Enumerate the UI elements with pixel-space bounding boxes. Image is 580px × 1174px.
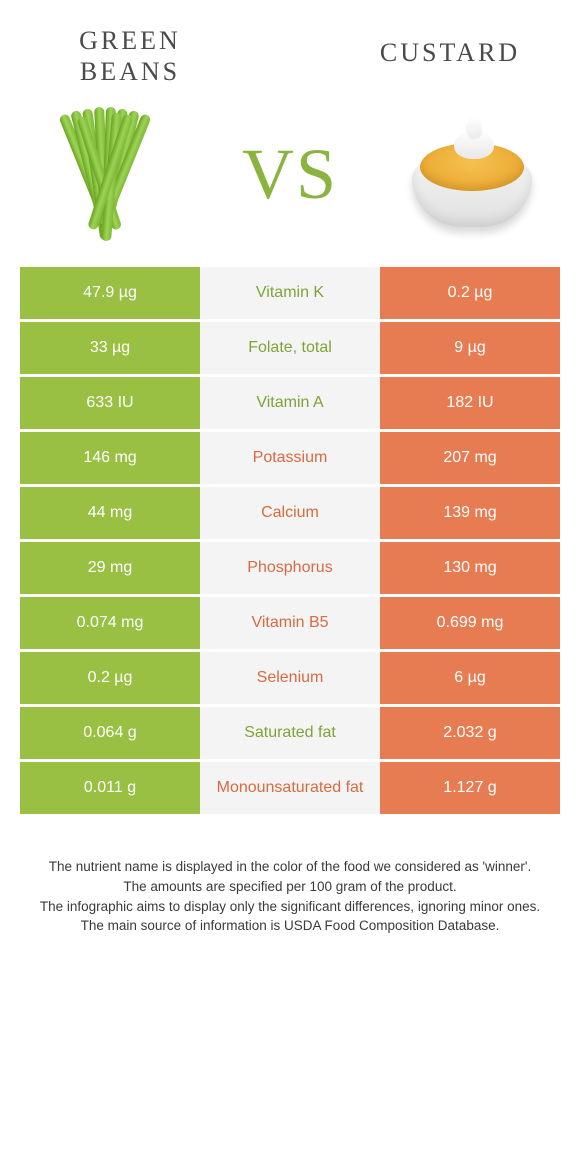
nutrient-name-cell: Vitamin A: [200, 377, 380, 429]
table-row: 29 mgPhosphorus130 mg: [20, 542, 560, 597]
vs-row: VS: [0, 87, 580, 267]
left-value-cell: 0.2 µg: [20, 652, 200, 704]
footer-line: The amounts are specified per 100 gram o…: [30, 877, 550, 897]
right-value-cell: 2.032 g: [380, 707, 560, 759]
nutrient-name-cell: Selenium: [200, 652, 380, 704]
table-row: 47.9 µgVitamin K0.2 µg: [20, 267, 560, 322]
footer-line: The infographic aims to display only the…: [30, 897, 550, 917]
left-value-cell: 0.074 mg: [20, 597, 200, 649]
nutrient-name-cell: Folate, total: [200, 322, 380, 374]
left-food-title: GREEN BEANS: [40, 25, 220, 87]
left-value-cell: 44 mg: [20, 487, 200, 539]
nutrient-comparison-table: 47.9 µgVitamin K0.2 µg33 µgFolate, total…: [20, 267, 560, 817]
right-value-cell: 6 µg: [380, 652, 560, 704]
table-row: 633 IUVitamin A182 IU: [20, 377, 560, 432]
table-row: 0.011 gMonounsaturated fat1.127 g: [20, 762, 560, 817]
right-value-cell: 0.2 µg: [380, 267, 560, 319]
right-value-cell: 130 mg: [380, 542, 560, 594]
nutrient-name-cell: Calcium: [200, 487, 380, 539]
left-value-cell: 33 µg: [20, 322, 200, 374]
left-value-cell: 47.9 µg: [20, 267, 200, 319]
table-row: 44 mgCalcium139 mg: [20, 487, 560, 542]
left-value-cell: 633 IU: [20, 377, 200, 429]
custard-image: [395, 97, 550, 252]
left-value-cell: 29 mg: [20, 542, 200, 594]
right-value-cell: 0.699 mg: [380, 597, 560, 649]
right-value-cell: 207 mg: [380, 432, 560, 484]
nutrient-name-cell: Saturated fat: [200, 707, 380, 759]
left-value-cell: 0.064 g: [20, 707, 200, 759]
footer-line: The main source of information is USDA F…: [30, 916, 550, 936]
left-value-cell: 146 mg: [20, 432, 200, 484]
nutrient-name-cell: Vitamin K: [200, 267, 380, 319]
nutrient-name-cell: Phosphorus: [200, 542, 380, 594]
vs-label: VS: [242, 133, 338, 216]
table-row: 33 µgFolate, total9 µg: [20, 322, 560, 377]
table-row: 0.074 mgVitamin B50.699 mg: [20, 597, 560, 652]
left-value-cell: 0.011 g: [20, 762, 200, 814]
right-value-cell: 1.127 g: [380, 762, 560, 814]
right-value-cell: 9 µg: [380, 322, 560, 374]
whipped-cream-icon: [454, 117, 494, 159]
nutrient-name-cell: Potassium: [200, 432, 380, 484]
footer-line: The nutrient name is displayed in the co…: [30, 857, 550, 877]
green-beans-image: [30, 97, 185, 252]
right-value-cell: 182 IU: [380, 377, 560, 429]
nutrient-name-cell: Monounsaturated fat: [200, 762, 380, 814]
right-food-title: CUSTARD: [360, 37, 540, 68]
table-row: 0.064 gSaturated fat2.032 g: [20, 707, 560, 762]
table-row: 146 mgPotassium207 mg: [20, 432, 560, 487]
nutrient-name-cell: Vitamin B5: [200, 597, 380, 649]
right-value-cell: 139 mg: [380, 487, 560, 539]
table-row: 0.2 µgSelenium6 µg: [20, 652, 560, 707]
footer-notes: The nutrient name is displayed in the co…: [30, 857, 550, 935]
header: GREEN BEANS CUSTARD: [0, 0, 580, 87]
